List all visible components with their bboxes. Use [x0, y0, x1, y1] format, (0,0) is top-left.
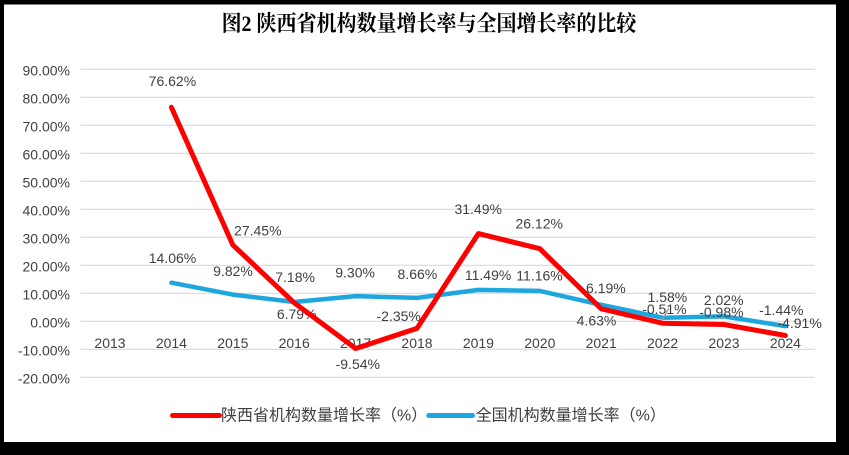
svg-text:4.63%: 4.63%	[577, 312, 617, 328]
svg-text:-1.44%: -1.44%	[759, 302, 803, 318]
svg-text:30.00%: 30.00%	[23, 230, 70, 246]
svg-text:2023: 2023	[708, 335, 739, 351]
svg-text:图2 陕西省机构数量增长率与全国增长率的比较: 图2 陕西省机构数量增长率与全国增长率的比较	[222, 11, 639, 36]
svg-text:-9.54%: -9.54%	[336, 356, 380, 372]
svg-text:2016: 2016	[279, 335, 310, 351]
svg-text:2013: 2013	[94, 335, 125, 351]
svg-text:1.58%: 1.58%	[648, 289, 688, 305]
svg-text:全国机构数量增长率（%）: 全国机构数量增长率（%）	[476, 407, 666, 425]
svg-text:11.49%: 11.49%	[465, 267, 511, 283]
svg-text:-2.35%: -2.35%	[377, 308, 421, 324]
svg-text:10.00%: 10.00%	[23, 286, 70, 302]
svg-text:60.00%: 60.00%	[23, 146, 70, 162]
svg-text:26.12%: 26.12%	[515, 216, 562, 232]
svg-text:70.00%: 70.00%	[23, 118, 70, 134]
svg-text:20.00%: 20.00%	[23, 258, 70, 274]
svg-text:2019: 2019	[463, 335, 494, 351]
svg-text:0.00%: 0.00%	[30, 314, 70, 330]
svg-text:2020: 2020	[524, 335, 555, 351]
svg-text:80.00%: 80.00%	[23, 90, 70, 106]
svg-text:2015: 2015	[217, 335, 248, 351]
svg-text:2.02%: 2.02%	[704, 292, 744, 308]
svg-text:76.62%: 76.62%	[149, 73, 196, 89]
svg-text:14.06%: 14.06%	[149, 250, 196, 266]
svg-text:-20.00%: -20.00%	[18, 370, 70, 386]
svg-text:-0.51%: -0.51%	[642, 301, 686, 317]
svg-text:2021: 2021	[586, 335, 617, 351]
svg-text:7.18%: 7.18%	[275, 269, 315, 285]
svg-text:2018: 2018	[401, 335, 432, 351]
svg-text:8.66%: 8.66%	[398, 266, 438, 282]
svg-text:6.19%: 6.19%	[586, 280, 626, 296]
svg-text:9.30%: 9.30%	[335, 265, 375, 281]
svg-text:陕西省机构数量增长率（%）: 陕西省机构数量增长率（%）	[221, 407, 427, 425]
svg-text:2024: 2024	[770, 335, 801, 351]
svg-text:2014: 2014	[156, 335, 187, 351]
svg-text:9.82%: 9.82%	[213, 263, 253, 279]
svg-text:27.45%: 27.45%	[234, 222, 281, 238]
svg-text:31.49%: 31.49%	[454, 201, 501, 217]
svg-text:-4.91%: -4.91%	[777, 315, 821, 331]
svg-text:-10.00%: -10.00%	[18, 342, 70, 358]
svg-text:2022: 2022	[647, 335, 678, 351]
svg-text:90.00%: 90.00%	[23, 62, 70, 78]
svg-text:-0.98%: -0.98%	[699, 304, 743, 320]
svg-text:11.16%: 11.16%	[516, 267, 562, 283]
svg-text:40.00%: 40.00%	[23, 202, 70, 218]
svg-text:50.00%: 50.00%	[23, 174, 70, 190]
